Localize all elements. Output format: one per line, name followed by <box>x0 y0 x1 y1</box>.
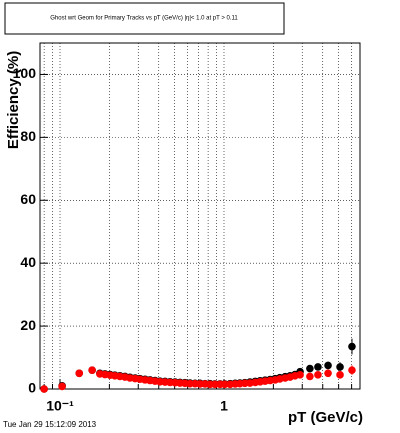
point <box>306 364 314 373</box>
point <box>324 369 332 378</box>
x-axis-label: pT (GeV/c) <box>288 409 363 426</box>
point <box>348 342 356 351</box>
point <box>314 371 322 379</box>
point <box>40 385 48 393</box>
chart-title: Ghost wrt Geom for Primary Tracks vs pT … <box>50 16 238 22</box>
timestamp: Tue Jan 29 15:12:09 2013 <box>3 420 97 429</box>
point <box>88 366 96 374</box>
y-axis-label: Efficiency (%) <box>5 51 22 149</box>
title-box <box>4 2 285 35</box>
y-tick-label: 0 <box>28 380 36 396</box>
x-tick-label: 10⁻¹ <box>46 398 74 414</box>
point <box>336 363 344 371</box>
y-tick-label: 100 <box>13 65 37 81</box>
point <box>314 363 322 371</box>
x-tick-label: 1 <box>220 398 228 414</box>
y-tick-label: 20 <box>20 317 36 333</box>
y-tick-label: 60 <box>20 191 36 207</box>
point <box>58 382 66 391</box>
point <box>348 366 356 374</box>
frame <box>39 42 361 390</box>
point <box>336 371 344 379</box>
y-tick-label: 80 <box>20 128 36 144</box>
point <box>75 369 84 378</box>
y-tick-label: 40 <box>20 254 36 270</box>
point <box>220 380 229 389</box>
point <box>324 361 332 370</box>
point <box>306 372 314 381</box>
point <box>296 371 304 379</box>
